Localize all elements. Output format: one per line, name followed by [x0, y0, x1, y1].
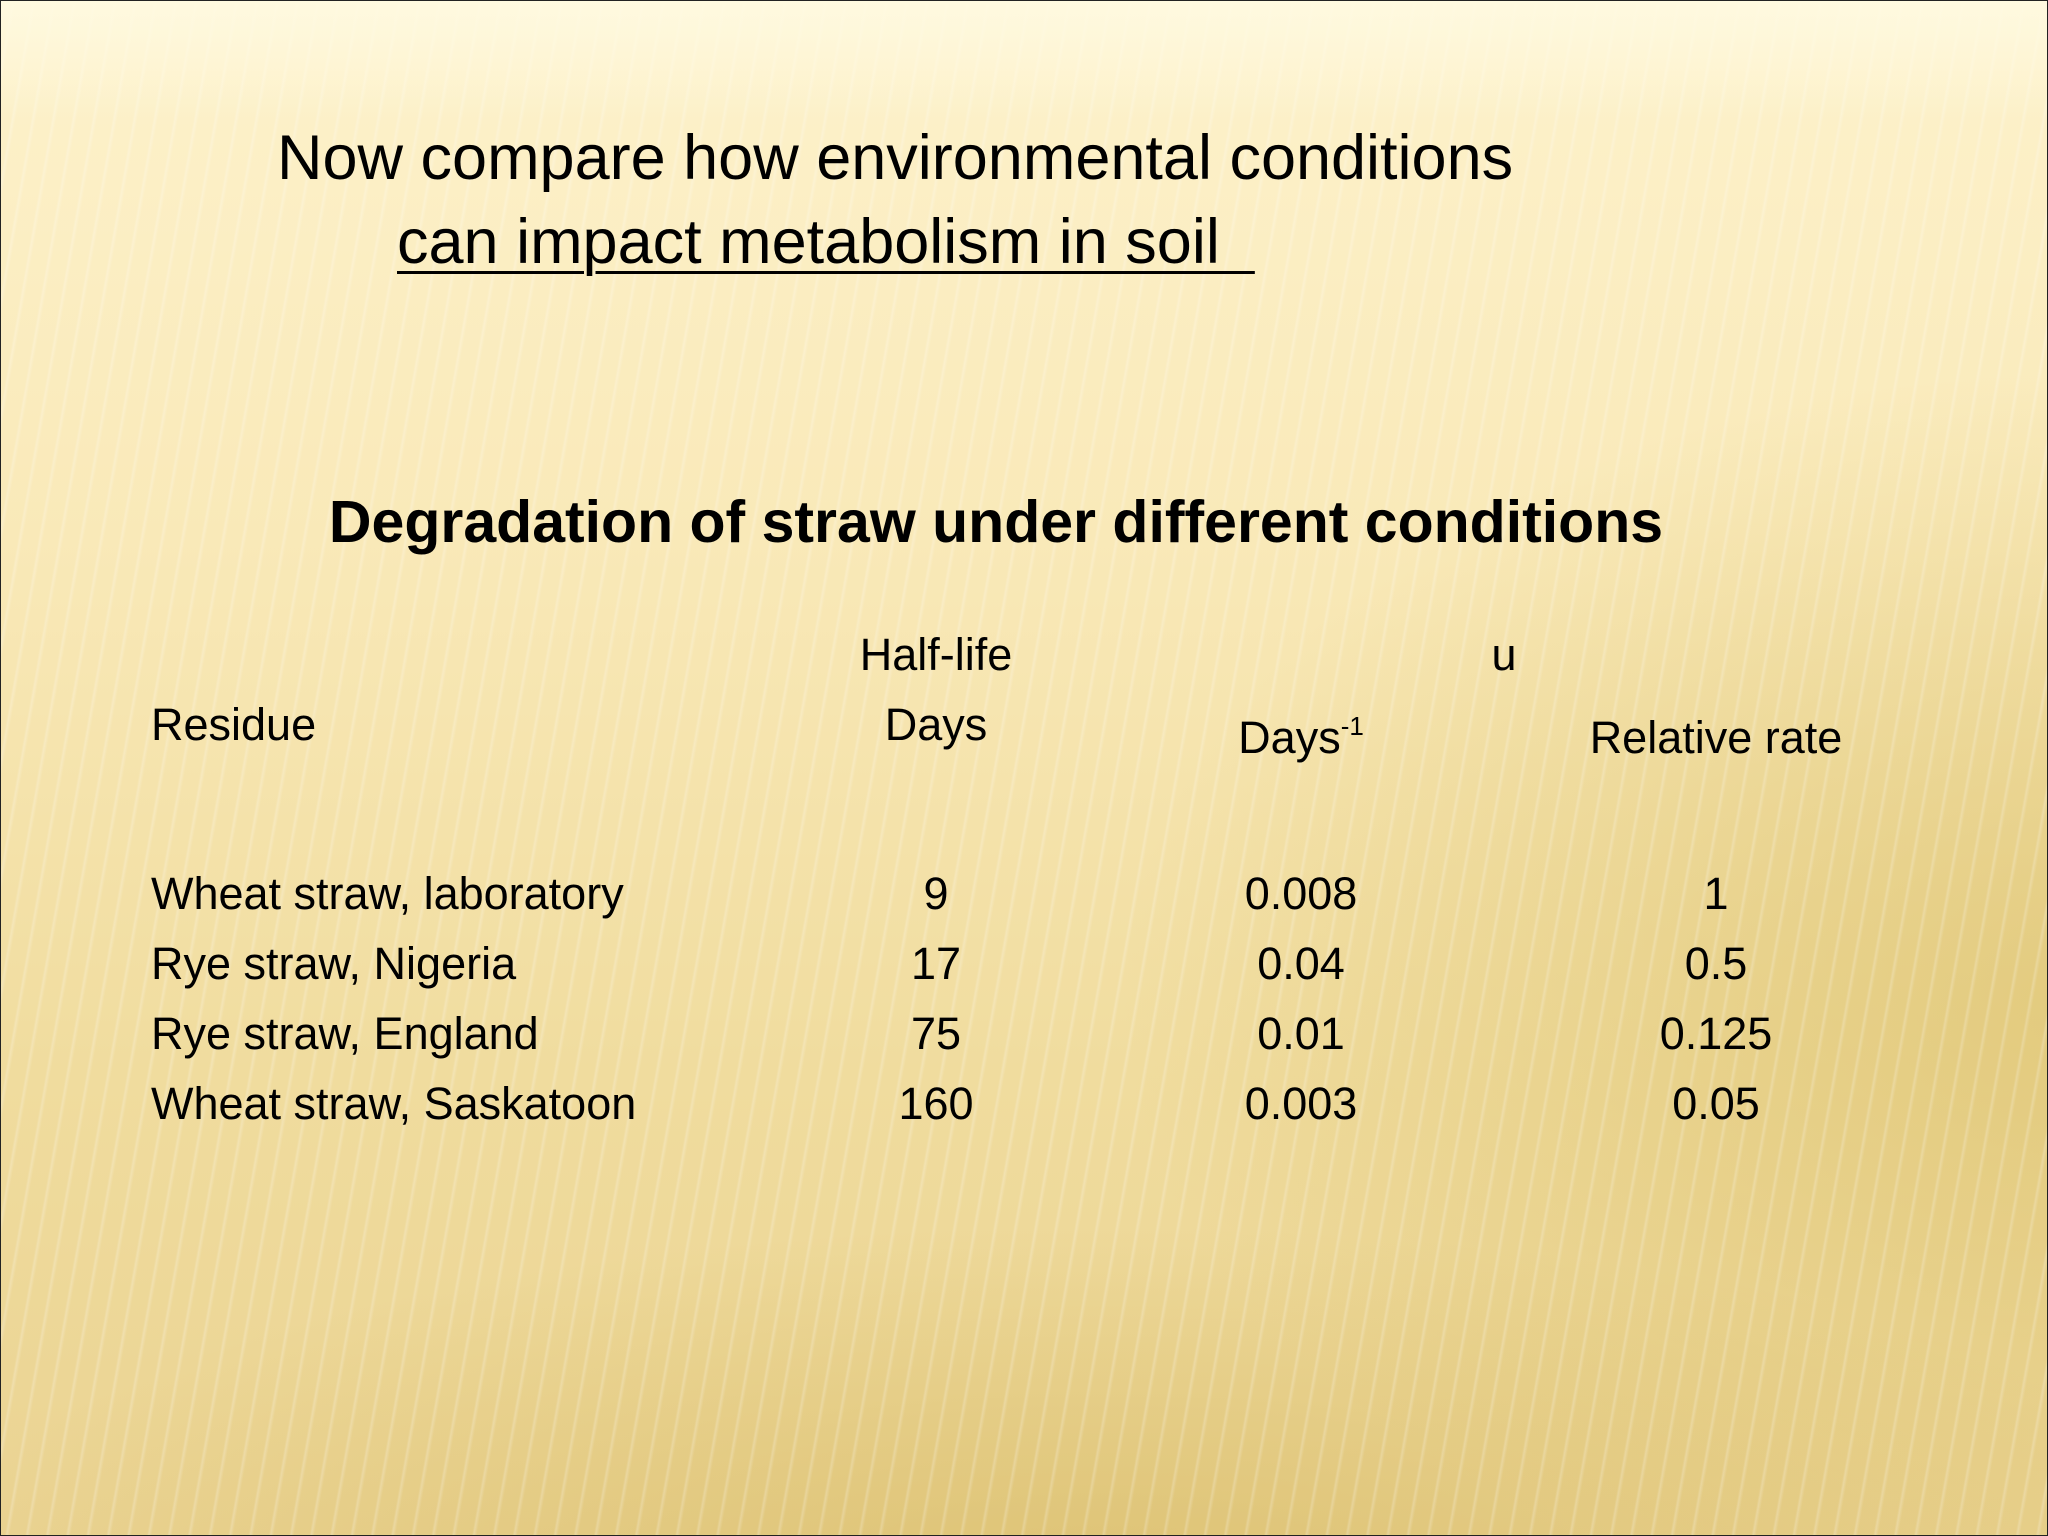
row-2-halflife: 17 [910, 938, 962, 989]
row-4-relative: 0.05 [1672, 1078, 1760, 1129]
row-1-halflife: 9 [923, 868, 949, 919]
row-2-relative: 0.5 [1684, 938, 1748, 989]
header-u-unit: Days-1 [1238, 712, 1364, 763]
row-3-relative: 0.125 [1659, 1008, 1773, 1059]
row-1-u: 0.008 [1244, 868, 1358, 919]
header-u: u [1491, 629, 1517, 680]
row-4-residue: Wheat straw, Saskatoon [151, 1078, 637, 1129]
header-relative-rate: Relative rate [1589, 712, 1843, 763]
background-sheen [1, 1, 2047, 121]
slide-title-line-2: can impact metabolism in soil [397, 207, 1255, 277]
row-3-u: 0.01 [1257, 1008, 1345, 1059]
header-u-unit-text: Days [1238, 712, 1341, 763]
row-1-residue: Wheat straw, laboratory [151, 868, 624, 919]
row-2-u: 0.04 [1257, 938, 1345, 989]
row-3-residue: Rye straw, England [151, 1008, 539, 1059]
slide-title-line-1: Now compare how environmental conditions [277, 123, 1514, 193]
row-2-residue: Rye straw, Nigeria [151, 938, 517, 989]
table-caption: Degradation of straw under different con… [328, 489, 1664, 555]
header-halflife: Half-life [859, 629, 1013, 680]
row-4-u: 0.003 [1244, 1078, 1358, 1129]
header-u-unit-exponent: -1 [1340, 711, 1364, 741]
header-residue: Residue [151, 699, 317, 750]
header-halflife-unit: Days [884, 699, 988, 750]
row-3-halflife: 75 [910, 1008, 962, 1059]
row-1-relative: 1 [1703, 868, 1729, 919]
row-4-halflife: 160 [898, 1078, 974, 1129]
